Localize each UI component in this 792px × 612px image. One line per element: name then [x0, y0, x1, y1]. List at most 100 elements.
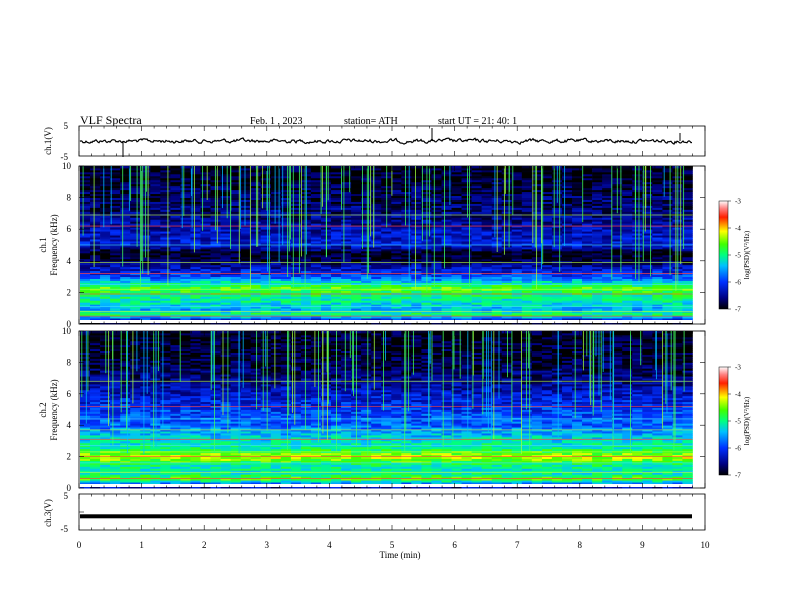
ch1-spec-cell — [120, 169, 131, 173]
ch1-spec-cell — [642, 209, 653, 212]
ch1-spec-cell — [100, 248, 111, 252]
ch1-spec-cell — [411, 217, 422, 220]
ch1-spec-cell — [110, 250, 121, 254]
ch1-spec-cell — [682, 227, 693, 230]
ch1-spec-cell — [602, 294, 613, 297]
ch1-spec-cell — [622, 211, 633, 214]
ch1-spec-cell — [80, 294, 91, 297]
ch1-spec-cell — [371, 185, 382, 189]
ch1-spec-cell — [270, 166, 282, 169]
ch1-spec-cell — [110, 195, 121, 199]
ch1-spec-cell — [180, 231, 191, 234]
ch1-spec-cell — [632, 205, 643, 208]
ch1-spec-cell — [351, 219, 362, 222]
ch1-spec-cell — [170, 219, 181, 222]
ch1-spec-cell — [190, 302, 201, 305]
ch1-spec-cell — [451, 241, 462, 244]
ch1-spec-cell — [240, 177, 252, 181]
ch1-spec-cell — [521, 288, 533, 291]
ch1-spec-cell — [441, 211, 452, 214]
ch1-spec-cell — [531, 298, 543, 301]
ch1-spec-cell — [411, 227, 422, 230]
ch1-spec-cell — [411, 169, 422, 173]
ch1-spec-cell — [240, 312, 252, 315]
ch1-spec-cell — [130, 280, 141, 283]
ch1-spec-cell — [230, 191, 241, 195]
ch1-spec-cell — [612, 294, 623, 297]
ch1-spec-cell — [321, 314, 332, 317]
ch1-spec-cell — [371, 314, 382, 317]
ch1-spec-cell — [130, 296, 141, 299]
ch1-spec-cell — [190, 215, 201, 218]
ch1-spec-cell — [582, 246, 593, 250]
ch1-spec-cell — [180, 191, 191, 195]
ch1-spec-cell — [190, 183, 201, 187]
ch1-spec-cell — [300, 262, 312, 266]
ch1-spec-cell — [401, 207, 412, 210]
ch1-spec-cell — [180, 203, 191, 206]
ch1-spec-cell — [451, 306, 462, 309]
ch1-spec-cell — [341, 231, 352, 234]
ch1-spec-cell — [461, 252, 472, 256]
ch1-spec-cell — [130, 203, 141, 206]
ch1-spec-cell — [371, 189, 382, 193]
ch1-spec-cell — [200, 177, 211, 181]
ch1-spec-cell — [511, 248, 523, 252]
ch1-spec-cell — [632, 298, 643, 301]
ch1-spec-cell — [461, 243, 472, 246]
ch1-spec-cell — [130, 243, 141, 246]
ch1-spec-cell — [642, 306, 653, 309]
ch1-spec-cell — [401, 276, 412, 279]
ch1-spec-cell — [90, 268, 101, 272]
ch1-spec-cell — [160, 166, 171, 169]
ch1-spec-cell — [170, 256, 181, 260]
ch1-spec-cell — [200, 183, 211, 187]
ch1-spec-cell — [130, 175, 141, 179]
ch1-spec-cell — [511, 241, 523, 244]
ch1-spec-cell — [682, 173, 693, 177]
ch1-spec-cell — [562, 250, 573, 254]
ch1-spec-cell — [481, 282, 492, 285]
ch1-spec-cell — [632, 314, 643, 317]
ch1-spec-cell — [351, 237, 362, 240]
ch1-spec-cell — [632, 231, 643, 234]
ch1-spec-cell — [582, 245, 593, 248]
ch1-spec-cell — [361, 185, 372, 189]
ch1-spec-cell — [652, 282, 663, 285]
ch1-spec-cell — [361, 195, 372, 199]
ch1-spec-cell — [521, 199, 533, 202]
ch1-spec-cell — [511, 270, 523, 274]
ch1-spec-cell — [170, 252, 181, 256]
ch1-spec-cell — [190, 298, 201, 301]
ch1-spec-cell — [290, 248, 302, 252]
ch1-spec-cell — [190, 316, 201, 319]
ch1-spec-cell — [551, 237, 563, 240]
ch1-spec-cell — [682, 306, 693, 309]
ch1-spec-cell — [572, 195, 583, 199]
ch1-spec-cell — [280, 298, 292, 301]
ch1-spec-cell — [662, 258, 673, 262]
ch1-spec-cell — [572, 270, 583, 274]
ch1-spec-cell — [160, 278, 171, 281]
ch1-spec-cell — [431, 215, 442, 218]
ch1-spec-cell — [411, 237, 422, 240]
ch1-spec-cell — [602, 248, 613, 252]
ch1-spec-cell — [120, 316, 131, 319]
ch1-spec-cell — [170, 294, 181, 297]
ch1-spec-cell — [602, 280, 613, 283]
ch1-spec-cell — [582, 203, 593, 206]
ch1-spec-cell — [290, 312, 302, 315]
ch1-spec-cell — [451, 169, 462, 173]
ch1-spec-cell — [110, 256, 121, 260]
ch1-spec-cell — [461, 195, 472, 199]
ch1-spec-cell — [280, 306, 292, 309]
ch1-spec-cell — [592, 308, 603, 311]
ch1-spec-cell — [541, 298, 553, 301]
ch1-spec-cell — [662, 245, 673, 248]
ch1-spec-cell — [662, 294, 673, 297]
ch1-spec-cell — [501, 235, 513, 238]
ch1-spec-cell — [110, 258, 121, 262]
ch1-spec-cell — [602, 282, 613, 285]
ch1-spec-cell — [170, 262, 181, 266]
ch1-spec-cell — [100, 203, 111, 206]
